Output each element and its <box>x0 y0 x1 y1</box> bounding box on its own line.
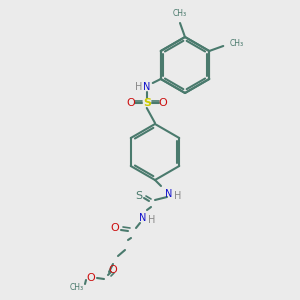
Text: S: S <box>135 191 142 201</box>
Text: H: H <box>135 82 142 92</box>
Text: H: H <box>174 191 182 201</box>
Text: N: N <box>139 213 147 223</box>
Text: N: N <box>165 189 173 199</box>
Text: H: H <box>148 215 156 225</box>
Text: N: N <box>143 82 150 92</box>
Text: O: O <box>158 98 167 108</box>
Text: CH₃: CH₃ <box>229 40 243 49</box>
Text: O: O <box>109 265 117 275</box>
Text: CH₃: CH₃ <box>70 284 84 292</box>
Text: O: O <box>87 273 95 283</box>
Text: S: S <box>143 98 151 108</box>
Text: O: O <box>126 98 135 108</box>
Text: CH₃: CH₃ <box>173 9 187 18</box>
Text: O: O <box>111 223 119 233</box>
